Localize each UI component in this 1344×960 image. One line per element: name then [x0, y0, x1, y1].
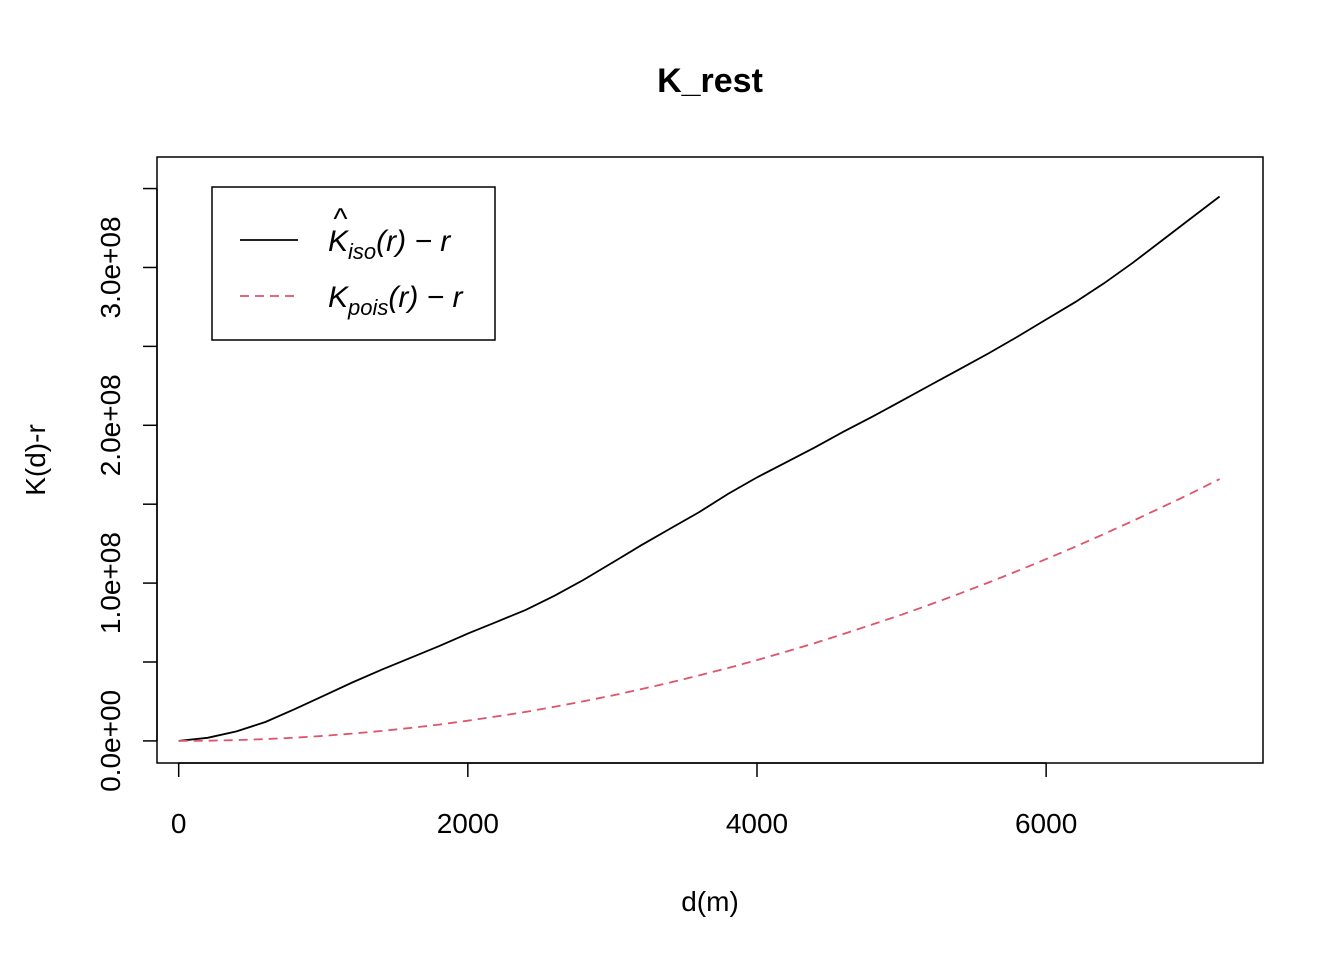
legend-label: Kiso(r) − r: [328, 225, 451, 264]
x-tick-label: 0: [171, 808, 187, 839]
series-line-1: [178, 195, 1221, 742]
x-axis-label: d(m): [681, 886, 739, 917]
x-tick-label: 6000: [1015, 808, 1077, 839]
x-axis: 0 2000 4000 6000: [171, 762, 1077, 839]
legend: Kiso(r) − r^ Kpois(r) − r: [211, 186, 496, 341]
legend-label: Kpois(r) − r: [328, 281, 464, 320]
legend-hat: ^: [333, 203, 348, 236]
y-tick-label: 1.0e+08: [95, 532, 126, 634]
y-axis-label: K(d)-r: [20, 424, 51, 496]
chart-title: K_rest: [657, 62, 763, 100]
x-tick-label: 4000: [726, 808, 788, 839]
y-axis: 0.0e+00 1.0e+08 2.0e+08 3.0e+08: [95, 187, 158, 792]
y-tick-label: 3.0e+08: [95, 216, 126, 318]
series-line-2: [178, 478, 1221, 742]
y-tick-label: 0.0e+00: [95, 690, 126, 792]
series-group: [178, 195, 1221, 742]
y-tick-label: 2.0e+08: [95, 374, 126, 476]
legend-box: [211, 186, 496, 341]
x-tick-label: 2000: [437, 808, 499, 839]
